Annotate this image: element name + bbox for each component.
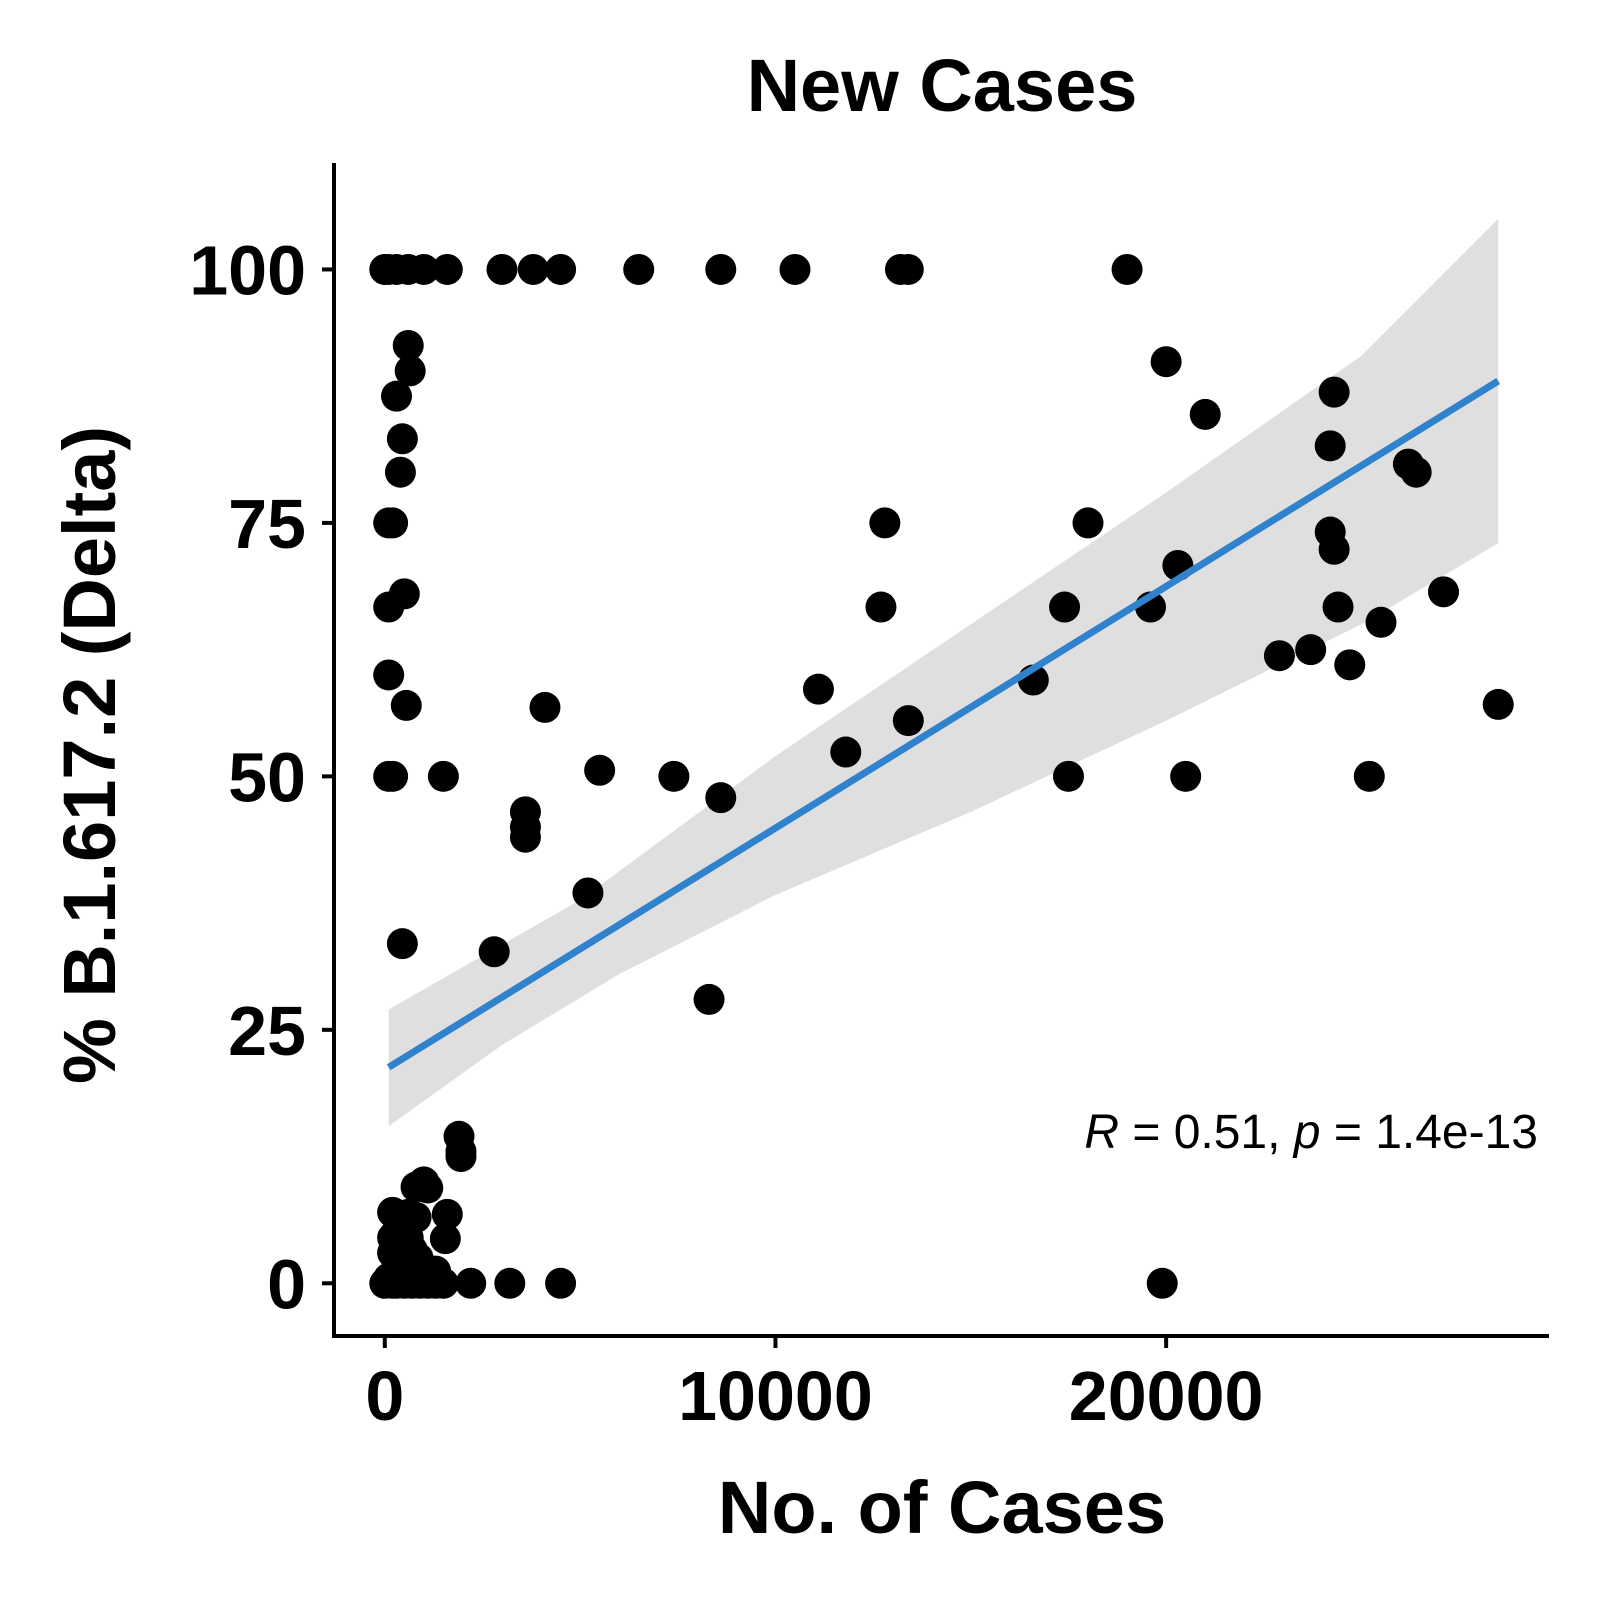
data-point [1482, 688, 1514, 720]
data-point [869, 507, 901, 539]
x-ticks: 0 10000 20000 [365, 1336, 1263, 1435]
data-point [478, 936, 510, 968]
data-point [381, 380, 413, 412]
data-point [1318, 533, 1350, 565]
regression-line [386, 377, 1501, 1071]
y-tick-label: 50 [228, 738, 306, 816]
correlation-annotation: R = 0.51, p = 1.4e-13 [1084, 1106, 1538, 1159]
y-axis-label: % B.1.617.2 (Delta) [48, 426, 131, 1084]
data-point [705, 782, 737, 814]
y-tick-label: 0 [267, 1245, 306, 1323]
x-axis-label: No. of Cases [718, 1466, 1166, 1549]
data-point [892, 253, 924, 285]
data-point [802, 673, 834, 705]
y-tick-label: 75 [228, 485, 306, 563]
data-point [1400, 456, 1432, 488]
data-point [572, 877, 604, 909]
confidence-band-layer [388, 218, 1499, 1127]
data-point [431, 253, 463, 285]
data-point [865, 591, 897, 623]
data-point [779, 253, 811, 285]
data-point [1146, 1267, 1178, 1299]
data-point [658, 760, 690, 792]
data-point [427, 760, 459, 792]
data-point [545, 1267, 577, 1299]
data-point [455, 1267, 487, 1299]
y-tick-label: 100 [189, 231, 306, 309]
data-point [445, 1141, 477, 1173]
x-tick-label: 10000 [678, 1357, 873, 1435]
data-point [408, 253, 440, 285]
data-point [705, 253, 737, 285]
fit-line-layer [386, 377, 1501, 1071]
data-point [693, 983, 725, 1015]
data-point [1052, 760, 1084, 792]
data-point [377, 507, 409, 539]
confidence-band [388, 218, 1499, 1127]
r-value: = 0.51, [1119, 1106, 1294, 1159]
data-point [1189, 398, 1221, 430]
data-point [386, 423, 418, 455]
data-point [1334, 649, 1366, 681]
data-point [830, 736, 862, 768]
data-point [431, 1198, 463, 1230]
chart-title: New Cases [747, 44, 1138, 127]
y-ticks: 0 25 50 75 100 [189, 231, 334, 1323]
data-point [1150, 346, 1182, 378]
p-value: = 1.4e-13 [1321, 1106, 1539, 1159]
data-point [1072, 507, 1104, 539]
data-point [584, 754, 616, 786]
data-point [390, 689, 422, 721]
data-point [1263, 640, 1295, 672]
data-point [1314, 430, 1346, 462]
data-point [1111, 253, 1143, 285]
x-tick-label: 0 [365, 1357, 404, 1435]
p-symbol: p [1292, 1106, 1321, 1159]
data-point [486, 253, 518, 285]
data-point [377, 760, 409, 792]
data-point [494, 1267, 526, 1299]
data-point [1353, 760, 1385, 792]
data-point [1049, 591, 1081, 623]
data-point [545, 253, 577, 285]
data-point [509, 821, 541, 853]
data-point [394, 355, 426, 387]
data-point [623, 253, 655, 285]
data-point [1428, 576, 1460, 608]
data-point [392, 329, 424, 361]
data-point [1170, 760, 1202, 792]
x-tick-label: 20000 [1069, 1357, 1264, 1435]
data-point [1318, 376, 1350, 408]
y-tick-label: 25 [228, 992, 306, 1070]
points-layer [369, 253, 1514, 1299]
data-point [892, 705, 924, 737]
data-point [517, 253, 549, 285]
data-point [384, 456, 416, 488]
data-point [529, 691, 561, 723]
data-point [373, 591, 405, 623]
data-point [373, 659, 405, 691]
data-point [429, 1223, 461, 1255]
data-point [412, 1172, 444, 1204]
data-point [1295, 634, 1327, 666]
r-symbol: R [1084, 1106, 1119, 1159]
data-point [1365, 606, 1397, 638]
data-point [386, 928, 418, 960]
data-point [1322, 591, 1354, 623]
data-point [427, 1267, 459, 1299]
